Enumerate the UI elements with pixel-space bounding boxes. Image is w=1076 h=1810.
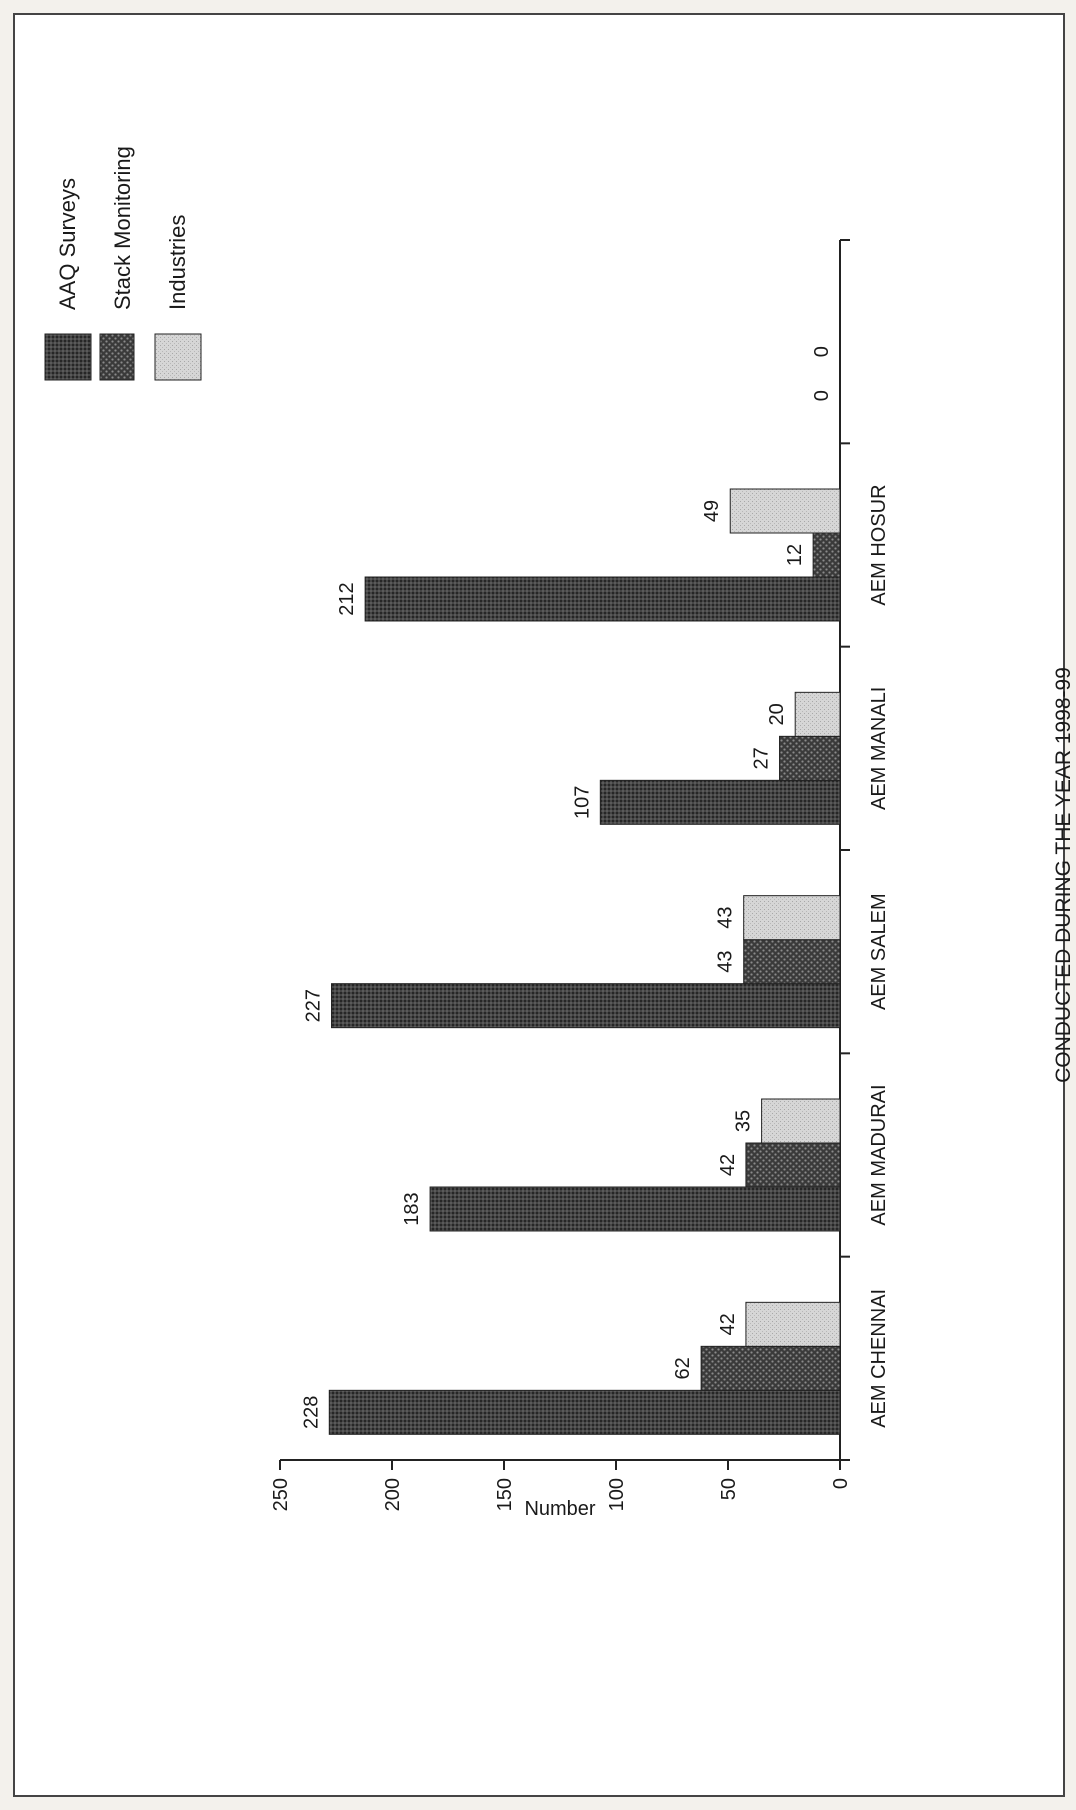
y-axis: 0 50 100 150 200 250 <box>270 1459 852 1511</box>
y-tick-label: 100 <box>606 1478 628 1511</box>
y-tick-label: 200 <box>382 1478 404 1511</box>
legend-swatch <box>99 333 135 381</box>
bar <box>812 532 841 578</box>
data-label: 20 <box>766 703 788 725</box>
x-tick-label: AEM SALEM <box>868 893 890 1010</box>
bar <box>700 1345 841 1391</box>
legend: AAQ Surveys Stack Monitoring Industries <box>44 146 202 381</box>
data-label: 42 <box>717 1154 739 1176</box>
data-label: 27 <box>751 747 773 769</box>
data-label: 228 <box>300 1396 322 1429</box>
data-label: 35 <box>733 1110 755 1132</box>
legend-label: AAQ Surveys <box>55 178 80 310</box>
data-label: 43 <box>715 951 737 973</box>
legend-swatch <box>44 333 92 381</box>
data-label: 62 <box>672 1357 694 1379</box>
legend-label: Stack Monitoring <box>110 146 135 310</box>
x-axis: AEM CHENNAI AEM MADURAI AEM SALEM AEM MANAL… <box>839 239 890 1461</box>
x-tick-label: AEM HOSUR <box>868 484 890 605</box>
bar <box>729 488 841 534</box>
data-label: 42 <box>717 1313 739 1335</box>
chart-title: CONDUCTED DURING THE YEAR 1998-99 <box>1052 667 1075 1083</box>
y-axis-label: Number <box>524 1498 595 1520</box>
data-label-group: 228 62 42 183 42 35 227 43 43 107 27 20 212 12 49 0 0 <box>300 346 833 1429</box>
bar <box>743 939 841 985</box>
legend-label: Industries <box>165 215 190 310</box>
data-label: 183 <box>401 1192 423 1225</box>
bar <box>328 1389 841 1435</box>
x-tick-label: AEM MANALI <box>868 687 890 810</box>
bar <box>331 983 841 1029</box>
data-label: 49 <box>701 500 723 522</box>
bar <box>745 1142 841 1188</box>
x-tick-label: AEM MADURAI <box>868 1084 890 1225</box>
bar <box>761 1098 841 1144</box>
y-tick-label: 150 <box>494 1478 516 1511</box>
data-label: 12 <box>784 544 806 566</box>
data-label: 227 <box>303 989 325 1022</box>
bar <box>743 895 841 941</box>
bar-group <box>328 488 841 1435</box>
data-label: 43 <box>715 907 737 929</box>
y-tick-label: 250 <box>270 1478 292 1511</box>
bar <box>794 691 841 737</box>
bar <box>779 735 841 781</box>
bar <box>429 1186 841 1232</box>
bar <box>364 576 841 622</box>
data-label: 107 <box>571 786 593 819</box>
chart-frame <box>13 13 1065 1797</box>
bar <box>599 779 841 825</box>
legend-swatch <box>154 333 202 381</box>
data-label: 212 <box>336 582 358 615</box>
y-tick-label: 0 <box>830 1478 852 1489</box>
bar <box>745 1301 841 1347</box>
data-label: 0 <box>811 390 833 401</box>
y-tick-label: 50 <box>718 1478 740 1500</box>
x-tick-label: AEM CHENNAI <box>868 1289 890 1428</box>
data-label: 0 <box>811 346 833 357</box>
